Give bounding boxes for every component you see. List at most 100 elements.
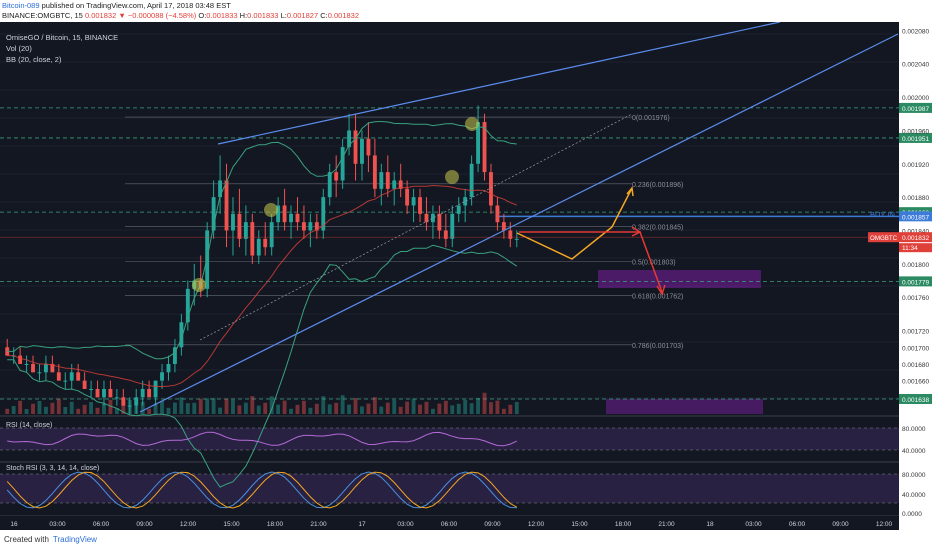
volume-bar (95, 407, 100, 414)
candle-body (218, 180, 223, 198)
candle-body (340, 147, 345, 181)
candle-body (450, 213, 455, 239)
candle-body (250, 222, 255, 256)
volume-bar (450, 405, 455, 414)
candle-body (166, 363, 171, 373)
highlight-circle (445, 170, 459, 184)
x-tick-label: 16 (10, 521, 18, 528)
y-tick-label: 0.001700 (902, 345, 929, 352)
candle-body (102, 388, 106, 398)
y-tick-label: 0.001840 (902, 229, 929, 236)
candle-body (160, 372, 164, 381)
volume-bar (237, 405, 242, 414)
volume-bar (192, 402, 197, 414)
candle-body (211, 197, 216, 231)
candle-body (134, 397, 139, 406)
volume-bar (18, 400, 23, 414)
volume-bar (379, 406, 384, 414)
rsi-tick-label: 80.0000 (902, 426, 926, 433)
x-tick-label: 09:00 (136, 521, 153, 528)
volume-bar (69, 401, 74, 414)
volume-bar (476, 398, 481, 414)
trend-line-dotted (199, 113, 633, 341)
volume-bar (495, 400, 500, 414)
volume-bar (392, 399, 397, 414)
volume-bar (56, 398, 61, 414)
volume-bar (411, 398, 416, 414)
candle-body (392, 180, 397, 189)
volume-bar (295, 404, 300, 414)
fib-label: 0.382(0.001845) (632, 224, 683, 231)
volume-bar (437, 403, 442, 414)
stoch-band (0, 474, 899, 503)
price-level-value: 0.001857 (902, 214, 929, 221)
candle-body (321, 197, 326, 231)
volume-bar (424, 401, 429, 414)
volume-bar (301, 400, 306, 414)
indicator-legend: OmiseGO / Bitcoin, 15, BINANCE Vol (20) … (6, 32, 118, 65)
y-tick-label: 0.002040 (902, 62, 929, 69)
y-tick-label: 0.001660 (902, 379, 929, 386)
x-tick-label: 03:00 (49, 521, 66, 528)
stoch-legend[interactable]: Stoch RSI (3, 3, 14, 14, close) (6, 465, 100, 472)
candle-body (314, 222, 319, 231)
candle-body (443, 230, 448, 239)
volume-bar (469, 403, 474, 414)
volume-bar (334, 402, 339, 414)
candle-body (172, 347, 177, 364)
footer: Created with TradingView (0, 530, 932, 550)
price-level-tag (899, 211, 932, 222)
bb-legend[interactable]: BB (20, close, 2) (6, 55, 62, 64)
candle-body (147, 388, 152, 398)
chart-area[interactable]: 0.0019870.0019510.0018620.0018570.001779… (0, 22, 932, 530)
candle-body (153, 380, 158, 398)
x-tick-label: 18:00 (267, 521, 284, 528)
candle-body (456, 205, 461, 214)
volume-bar (102, 403, 106, 414)
last-price: 0.001832 (84, 11, 117, 20)
y-tick-label: 0.001960 (902, 128, 929, 135)
x-tick-label: 18 (706, 521, 714, 528)
x-tick-label: 18:00 (615, 521, 632, 528)
candle-body (463, 197, 468, 206)
candle-body (179, 322, 184, 348)
candle-body (327, 172, 332, 198)
candle-body (482, 122, 487, 173)
vol-legend[interactable]: Vol (20) (6, 44, 32, 53)
chart-svg[interactable]: 0.0019870.0019510.0018620.0018570.001779… (0, 22, 932, 530)
candle-body (263, 238, 268, 248)
x-tick-label: 21:00 (658, 521, 675, 528)
x-tick-label: 03:00 (745, 521, 762, 528)
y-tick-label: 0.002000 (902, 95, 929, 102)
candle-body (347, 130, 352, 148)
volume-bar (482, 392, 487, 414)
open-value: 0.001833 (206, 11, 238, 20)
price-level-value: 0.001987 (902, 106, 929, 113)
tradingview-brand[interactable]: TradingView (52, 535, 97, 544)
volume-bar (385, 402, 390, 414)
volume-bar (263, 402, 268, 414)
volume-bar (37, 401, 42, 414)
x-tick-label: 09:00 (832, 521, 849, 528)
ohlc-line: BINANCE:OMGBTC, 15 0.001832 ▼ −0.000088 … (2, 11, 359, 21)
volume-bar (327, 404, 332, 414)
stoch-tick-label: 0.0000 (902, 511, 922, 518)
candle-body (63, 380, 68, 382)
candle-body (243, 222, 248, 239)
rsi-legend[interactable]: RSI (14, close) (6, 422, 53, 429)
candle-body (360, 138, 364, 164)
candle-body (89, 388, 94, 390)
volume-bar (353, 398, 358, 414)
author-link[interactable]: Bitcoin-089 (2, 1, 40, 10)
candle-body (95, 388, 100, 398)
volume-bar (147, 408, 152, 414)
highlight-circle (264, 203, 278, 217)
volume-bar (489, 402, 493, 414)
price-level-tag (899, 393, 932, 404)
y-tick-label: 0.001720 (902, 329, 929, 336)
candle-body (334, 172, 339, 181)
candle-body (405, 188, 410, 206)
candle-body (276, 205, 281, 223)
y-tick-label: 0.001680 (902, 362, 929, 369)
candle-body (237, 213, 242, 239)
